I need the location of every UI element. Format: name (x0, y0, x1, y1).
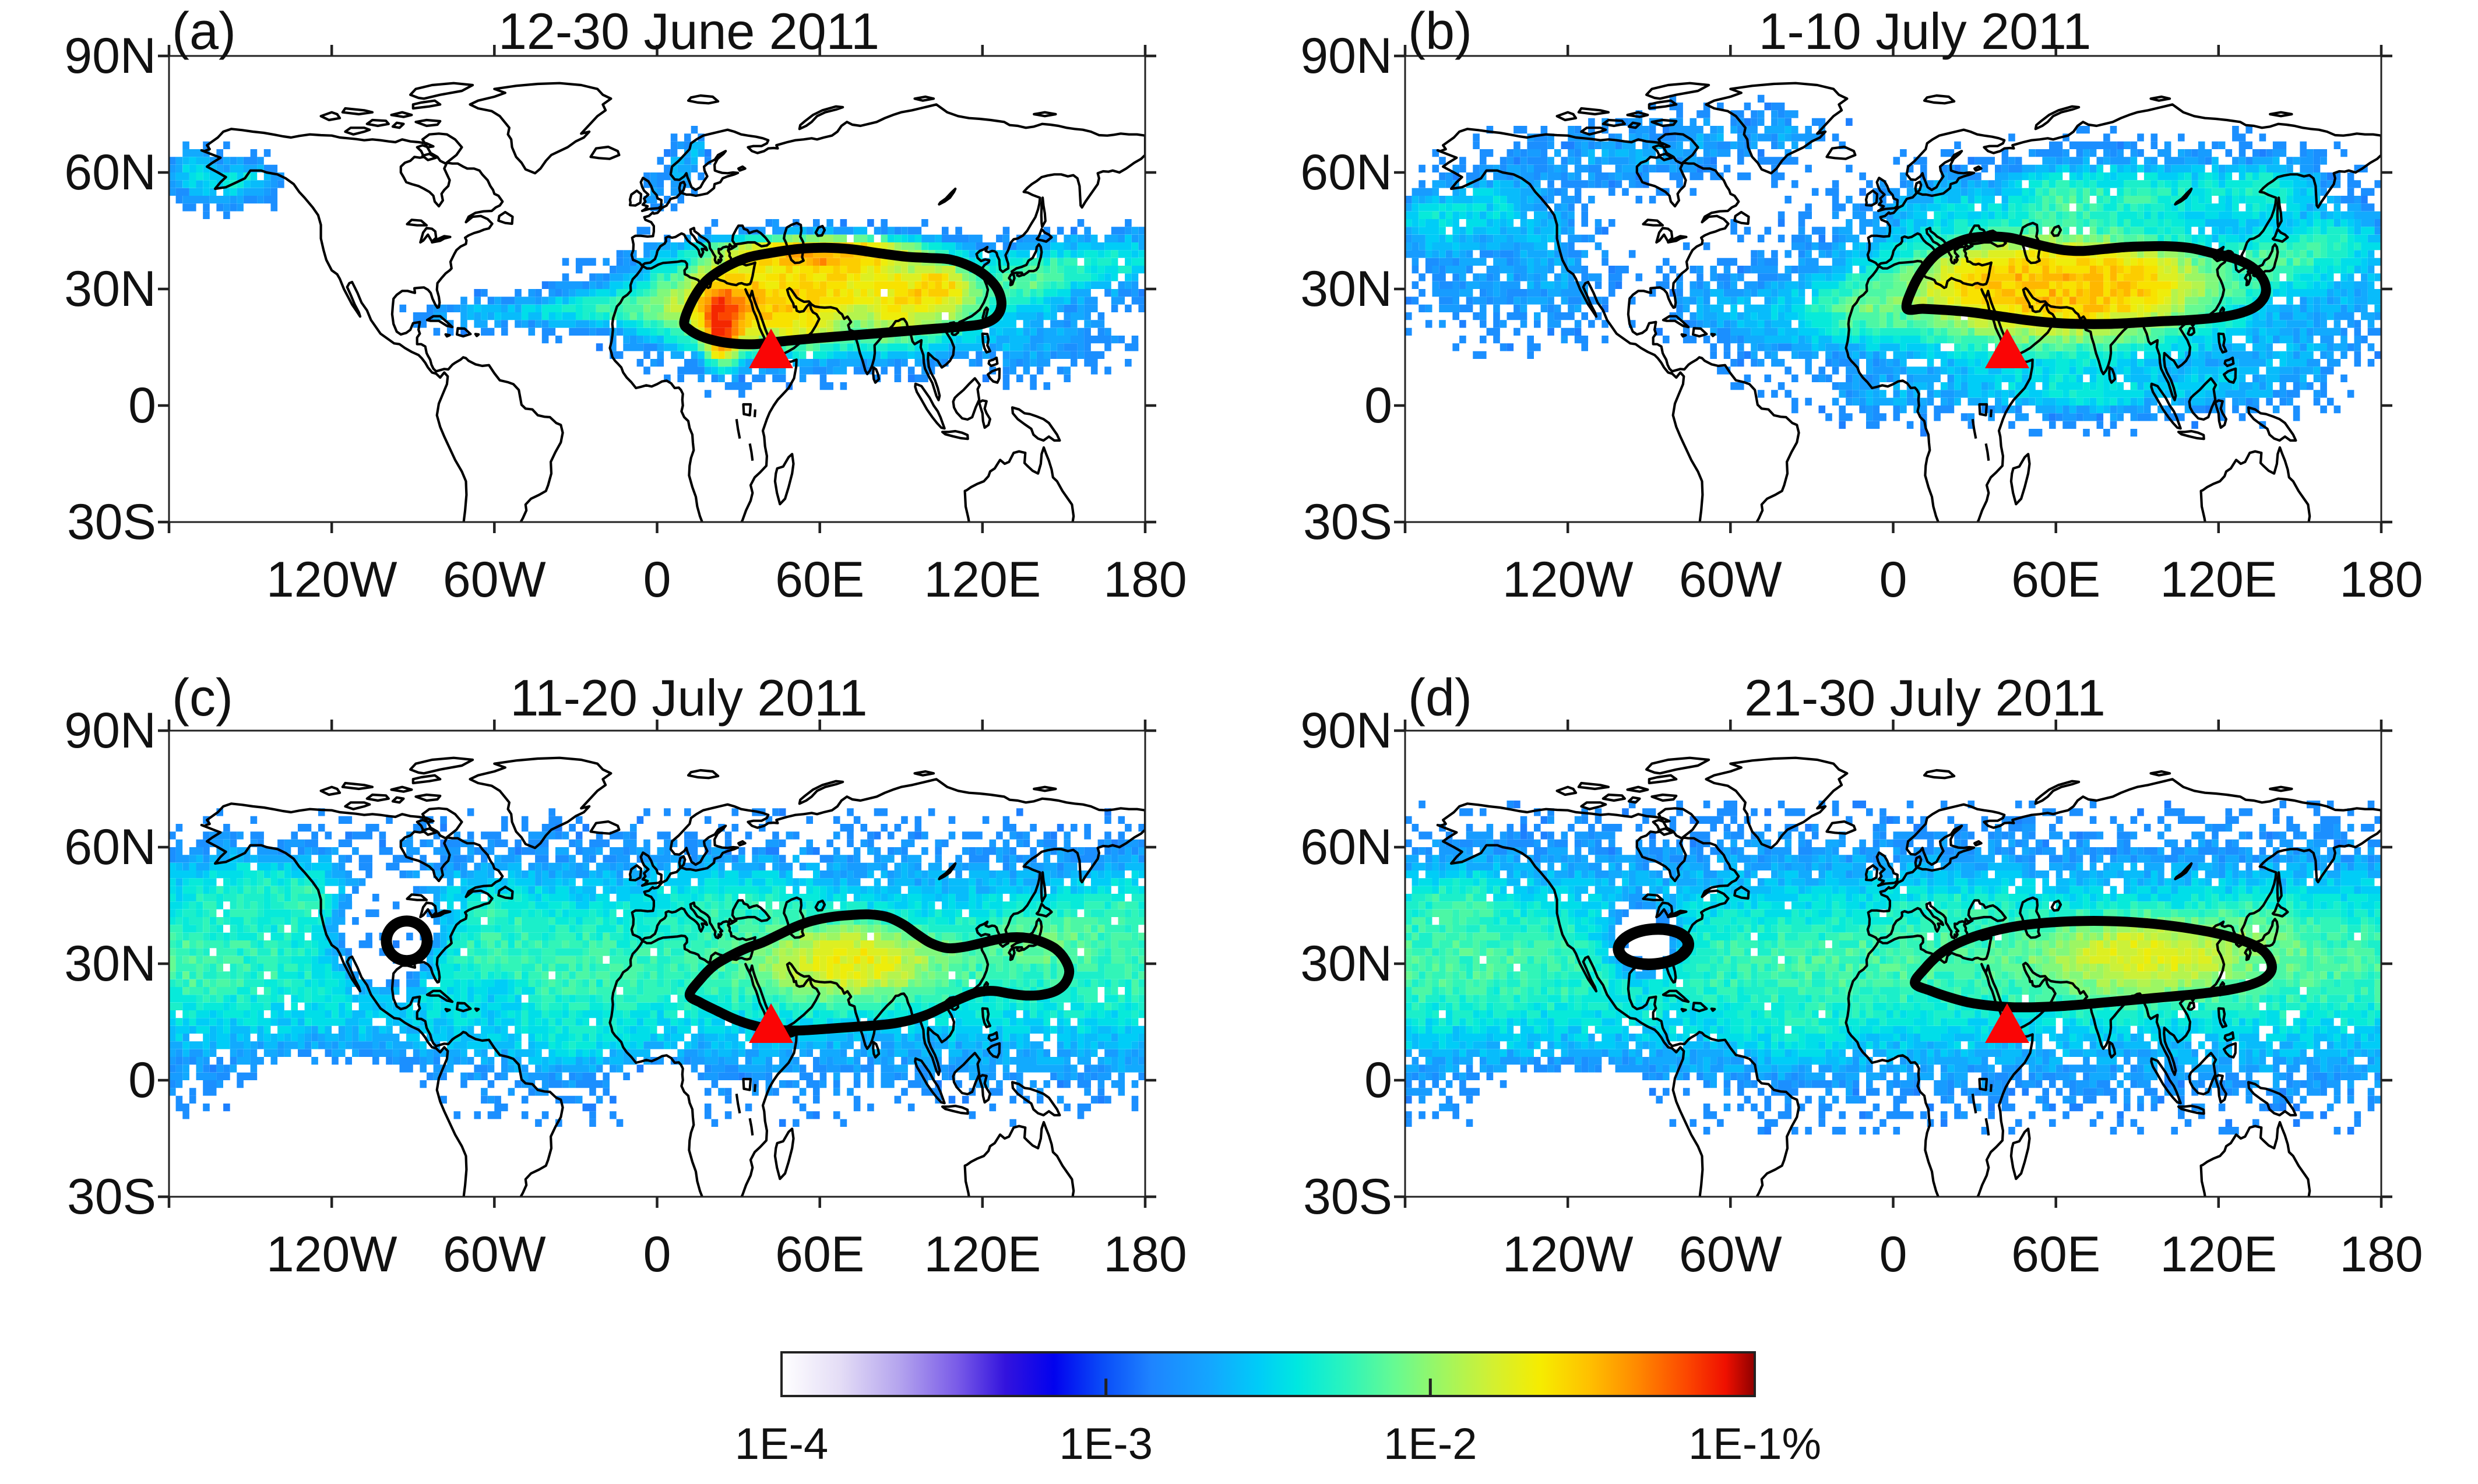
svg-text:60N: 60N (64, 144, 156, 200)
svg-text:30N: 30N (64, 936, 156, 992)
svg-text:90N: 90N (64, 28, 156, 84)
svg-text:30N: 30N (64, 261, 156, 317)
svg-text:(a): (a) (172, 2, 236, 61)
svg-text:120E: 120E (2160, 1226, 2277, 1282)
svg-text:30S: 30S (67, 494, 156, 550)
svg-text:120W: 120W (266, 552, 397, 608)
svg-text:60E: 60E (2011, 1226, 2100, 1282)
svg-text:1E-3: 1E-3 (1059, 1419, 1153, 1469)
svg-text:30N: 30N (1300, 936, 1392, 992)
svg-text:120E: 120E (2160, 552, 2277, 608)
svg-text:21-30 July 2011: 21-30 July 2011 (1744, 669, 2106, 727)
svg-text:60E: 60E (2011, 552, 2100, 608)
svg-text:120W: 120W (1502, 552, 1634, 608)
svg-text:90N: 90N (1300, 28, 1392, 84)
svg-text:(d): (d) (1408, 669, 1472, 727)
svg-text:60W: 60W (1679, 1226, 1782, 1282)
svg-text:180: 180 (2339, 552, 2423, 608)
svg-text:120E: 120E (924, 1226, 1041, 1282)
svg-text:0: 0 (1364, 378, 1392, 433)
svg-text:60W: 60W (1679, 552, 1782, 608)
svg-text:1E-1%: 1E-1% (1688, 1419, 1821, 1469)
svg-text:0: 0 (643, 1226, 671, 1282)
svg-text:60N: 60N (1300, 819, 1392, 875)
svg-text:0: 0 (1879, 1226, 1907, 1282)
svg-text:1E-2: 1E-2 (1384, 1419, 1477, 1469)
svg-text:(b): (b) (1408, 2, 1472, 61)
svg-text:60N: 60N (64, 819, 156, 875)
svg-text:(c): (c) (172, 669, 233, 727)
svg-text:0: 0 (1879, 552, 1907, 608)
svg-text:11-20 July 2011: 11-20 July 2011 (510, 669, 867, 727)
svg-text:60W: 60W (443, 552, 546, 608)
svg-text:90N: 90N (64, 703, 156, 759)
svg-text:30S: 30S (1303, 494, 1392, 550)
svg-text:180: 180 (1103, 552, 1187, 608)
svg-text:60W: 60W (443, 1226, 546, 1282)
svg-text:90N: 90N (1300, 703, 1392, 759)
svg-text:120E: 120E (924, 552, 1041, 608)
svg-text:30N: 30N (1300, 261, 1392, 317)
svg-text:60N: 60N (1300, 144, 1392, 200)
svg-text:180: 180 (1103, 1226, 1187, 1282)
svg-text:30S: 30S (1303, 1169, 1392, 1225)
svg-text:1-10 July 2011: 1-10 July 2011 (1759, 2, 2092, 60)
svg-text:120W: 120W (266, 1226, 397, 1282)
svg-text:60E: 60E (775, 1226, 864, 1282)
svg-text:0: 0 (1364, 1052, 1392, 1108)
svg-text:0: 0 (128, 1052, 156, 1108)
svg-text:0: 0 (128, 378, 156, 433)
svg-text:180: 180 (2339, 1226, 2423, 1282)
svg-text:120W: 120W (1502, 1226, 1634, 1282)
svg-text:1E-4: 1E-4 (735, 1419, 829, 1469)
svg-text:60E: 60E (775, 552, 864, 608)
svg-text:30S: 30S (67, 1169, 156, 1225)
svg-text:12-30 June 2011: 12-30 June 2011 (498, 2, 879, 60)
svg-text:0: 0 (643, 552, 671, 608)
